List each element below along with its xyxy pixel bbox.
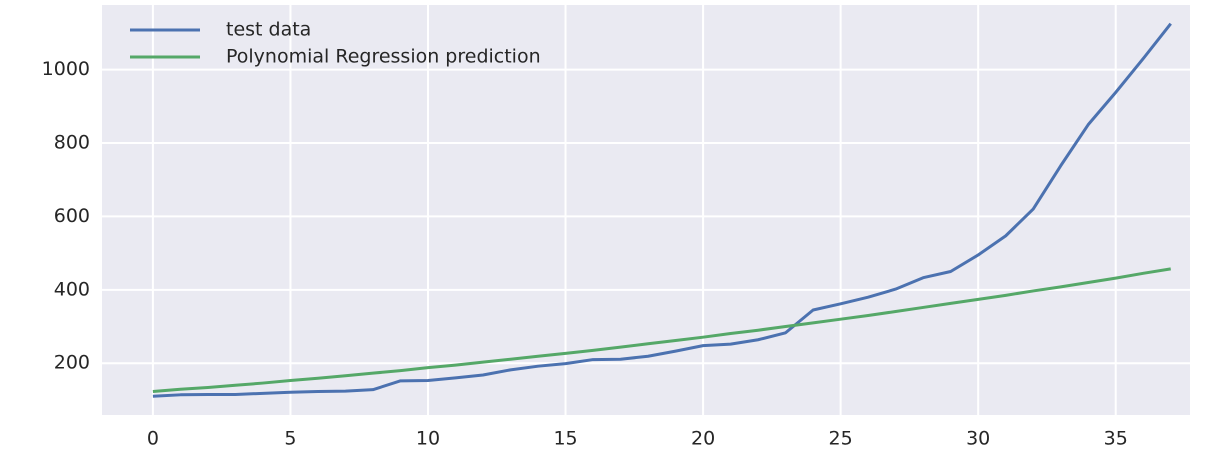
plot-area — [102, 5, 1190, 415]
data-line — [152, 267, 1171, 394]
y-tick-label: 200 — [54, 352, 90, 374]
x-tick-label: 15 — [553, 428, 577, 450]
x-tick-label: 10 — [416, 428, 440, 450]
x-tick-label: 0 — [147, 428, 159, 450]
data-line — [152, 22, 1172, 398]
legend-label: Polynomial Regression prediction — [226, 46, 541, 68]
legend-label: test data — [226, 19, 311, 41]
x-tick-label: 25 — [829, 428, 853, 450]
y-tick-label: 400 — [54, 278, 90, 300]
x-tick-label: 20 — [691, 428, 715, 450]
y-tick-label: 1000 — [42, 58, 90, 80]
y-tick-label: 600 — [54, 205, 90, 227]
y-tick-label: 800 — [54, 132, 90, 154]
x-tick-label: 35 — [1104, 428, 1128, 450]
x-tick-label: 30 — [966, 428, 990, 450]
x-tick-label: 5 — [284, 428, 296, 450]
